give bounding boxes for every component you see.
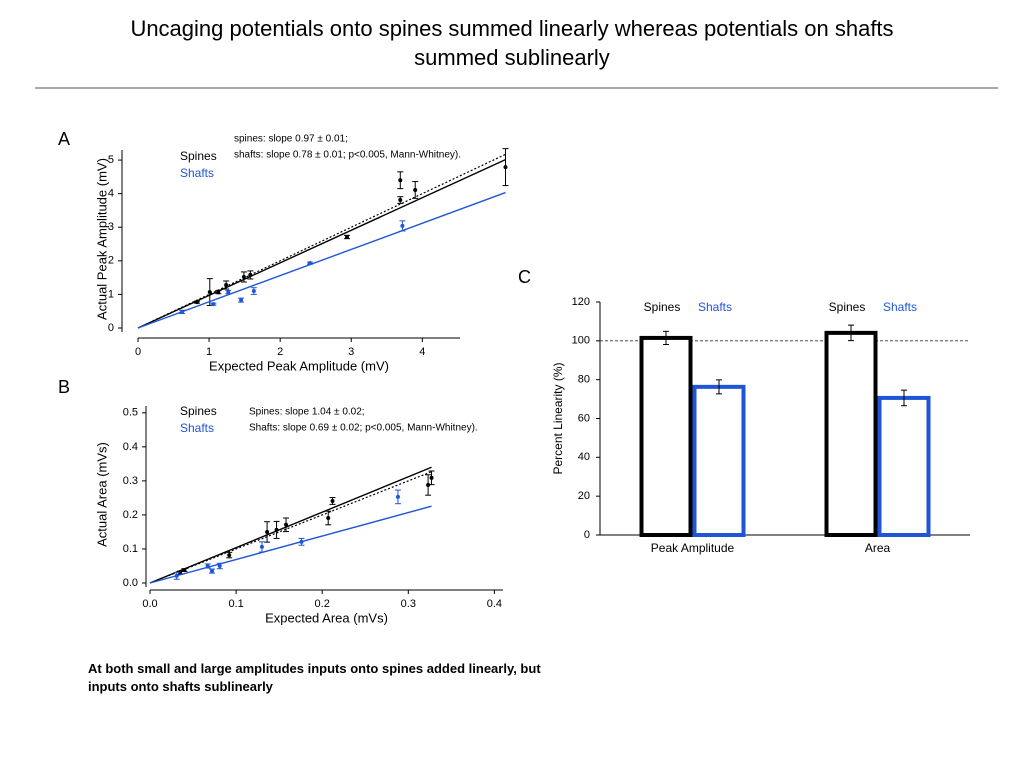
slide-title: Uncaging potentials onto spines summed l… (130, 16, 894, 70)
panel-label: C (518, 267, 531, 287)
x-tick-label: 0 (135, 346, 141, 358)
data-point (224, 283, 229, 288)
y-tick-label: 1 (108, 288, 114, 300)
x-tick-label: 2 (277, 346, 283, 358)
data-point (194, 300, 199, 305)
data-point (239, 298, 244, 303)
data-point (180, 309, 185, 314)
x-tick-label: 1 (206, 346, 212, 358)
data-point (241, 274, 246, 279)
legend-entry: Shafts (180, 166, 214, 180)
data-point (395, 494, 400, 499)
bar (692, 384, 746, 537)
data-point (216, 290, 221, 295)
data-point (207, 290, 212, 295)
bar (877, 395, 931, 537)
y-tick-label: 0.4 (123, 441, 138, 453)
data-point (251, 289, 256, 294)
x-tick-label: 0.1 (228, 598, 243, 610)
x-tick-label: 0.4 (487, 598, 502, 610)
fit-line (149, 505, 432, 584)
data-point (326, 515, 331, 520)
data-point (344, 234, 349, 239)
x-tick-label: Peak Amplitude (651, 541, 735, 555)
y-tick-label: 100 (572, 335, 590, 347)
x-axis-label: Expected Area (mVs) (265, 610, 388, 625)
y-tick-label: 0.0 (123, 577, 138, 589)
data-point (259, 544, 264, 549)
y-tick-label: 3 (108, 221, 114, 233)
data-point (211, 302, 216, 307)
data-point (226, 290, 231, 295)
panel-label: A (58, 129, 70, 149)
y-tick-label: 20 (578, 490, 590, 502)
caption: At both small and large amplitudes input… (88, 661, 541, 694)
fit-line (137, 158, 506, 329)
legend-entry: Shafts (698, 300, 732, 314)
legend-entry: Shafts (180, 421, 214, 435)
x-axis-label: Expected Peak Amplitude (mV) (209, 358, 389, 373)
x-tick-label: 4 (419, 346, 425, 358)
data-point (426, 482, 431, 487)
data-point (265, 529, 270, 534)
data-point (209, 569, 214, 574)
bar (639, 335, 693, 537)
data-point (400, 223, 405, 228)
y-tick-label: 0 (108, 322, 114, 334)
y-tick-label: 4 (108, 188, 114, 200)
data-point (429, 475, 434, 480)
data-point (299, 539, 304, 544)
data-point (182, 568, 187, 573)
y-tick-label: 0.2 (123, 509, 138, 521)
data-point (217, 563, 222, 568)
data-point (284, 522, 289, 527)
x-tick-label: 3 (348, 346, 354, 358)
data-point (248, 272, 253, 277)
x-tick-label: 0.0 (142, 598, 157, 610)
data-point (274, 527, 279, 532)
y-tick-label: 40 (578, 451, 590, 463)
legend-entry: Spines (829, 300, 866, 314)
x-tick-label: Area (865, 541, 891, 555)
data-point (503, 165, 508, 170)
data-point (227, 553, 232, 558)
x-tick-label: 0.3 (401, 598, 416, 610)
annotation: shafts: slope 0.78 ± 0.01; p<0.005, Mann… (234, 150, 461, 161)
annotation: Spines: slope 1.04 ± 0.02; (249, 407, 365, 418)
unity-line (149, 471, 432, 584)
annotation: Shafts: slope 0.69 ± 0.02; p<0.005, Mann… (249, 423, 478, 434)
data-point (330, 498, 335, 503)
y-axis-label: Percent Linearity (%) (551, 362, 565, 474)
y-axis-label: Actual Peak Amplitude (mV) (94, 158, 109, 320)
unity-line (137, 153, 506, 329)
y-tick-label: 0 (584, 529, 590, 541)
annotation: spines: slope 0.97 ± 0.01; (234, 134, 348, 145)
data-point (398, 198, 403, 203)
data-point (308, 261, 313, 266)
data-point (398, 178, 403, 183)
data-point (174, 573, 179, 578)
fit-line (149, 466, 432, 584)
y-tick-label: 0.5 (123, 407, 138, 419)
panel-label: B (58, 377, 70, 397)
x-tick-label: 0.2 (315, 598, 330, 610)
data-point (413, 187, 418, 192)
legend-entry: Shafts (883, 300, 917, 314)
y-tick-label: 120 (572, 296, 590, 308)
y-tick-label: 2 (108, 255, 114, 267)
bar (824, 330, 878, 537)
fit-line (137, 191, 506, 329)
data-point (205, 563, 210, 568)
y-tick-label: 80 (578, 374, 590, 386)
y-tick-label: 5 (108, 154, 114, 166)
y-tick-label: 0.1 (123, 543, 138, 555)
legend-entry: Spines (180, 149, 217, 163)
legend-entry: Spines (644, 300, 681, 314)
y-axis-label: Actual Area (mVs) (94, 442, 109, 547)
y-tick-label: 0.3 (123, 475, 138, 487)
y-tick-label: 60 (578, 412, 590, 424)
legend-entry: Spines (180, 404, 217, 418)
